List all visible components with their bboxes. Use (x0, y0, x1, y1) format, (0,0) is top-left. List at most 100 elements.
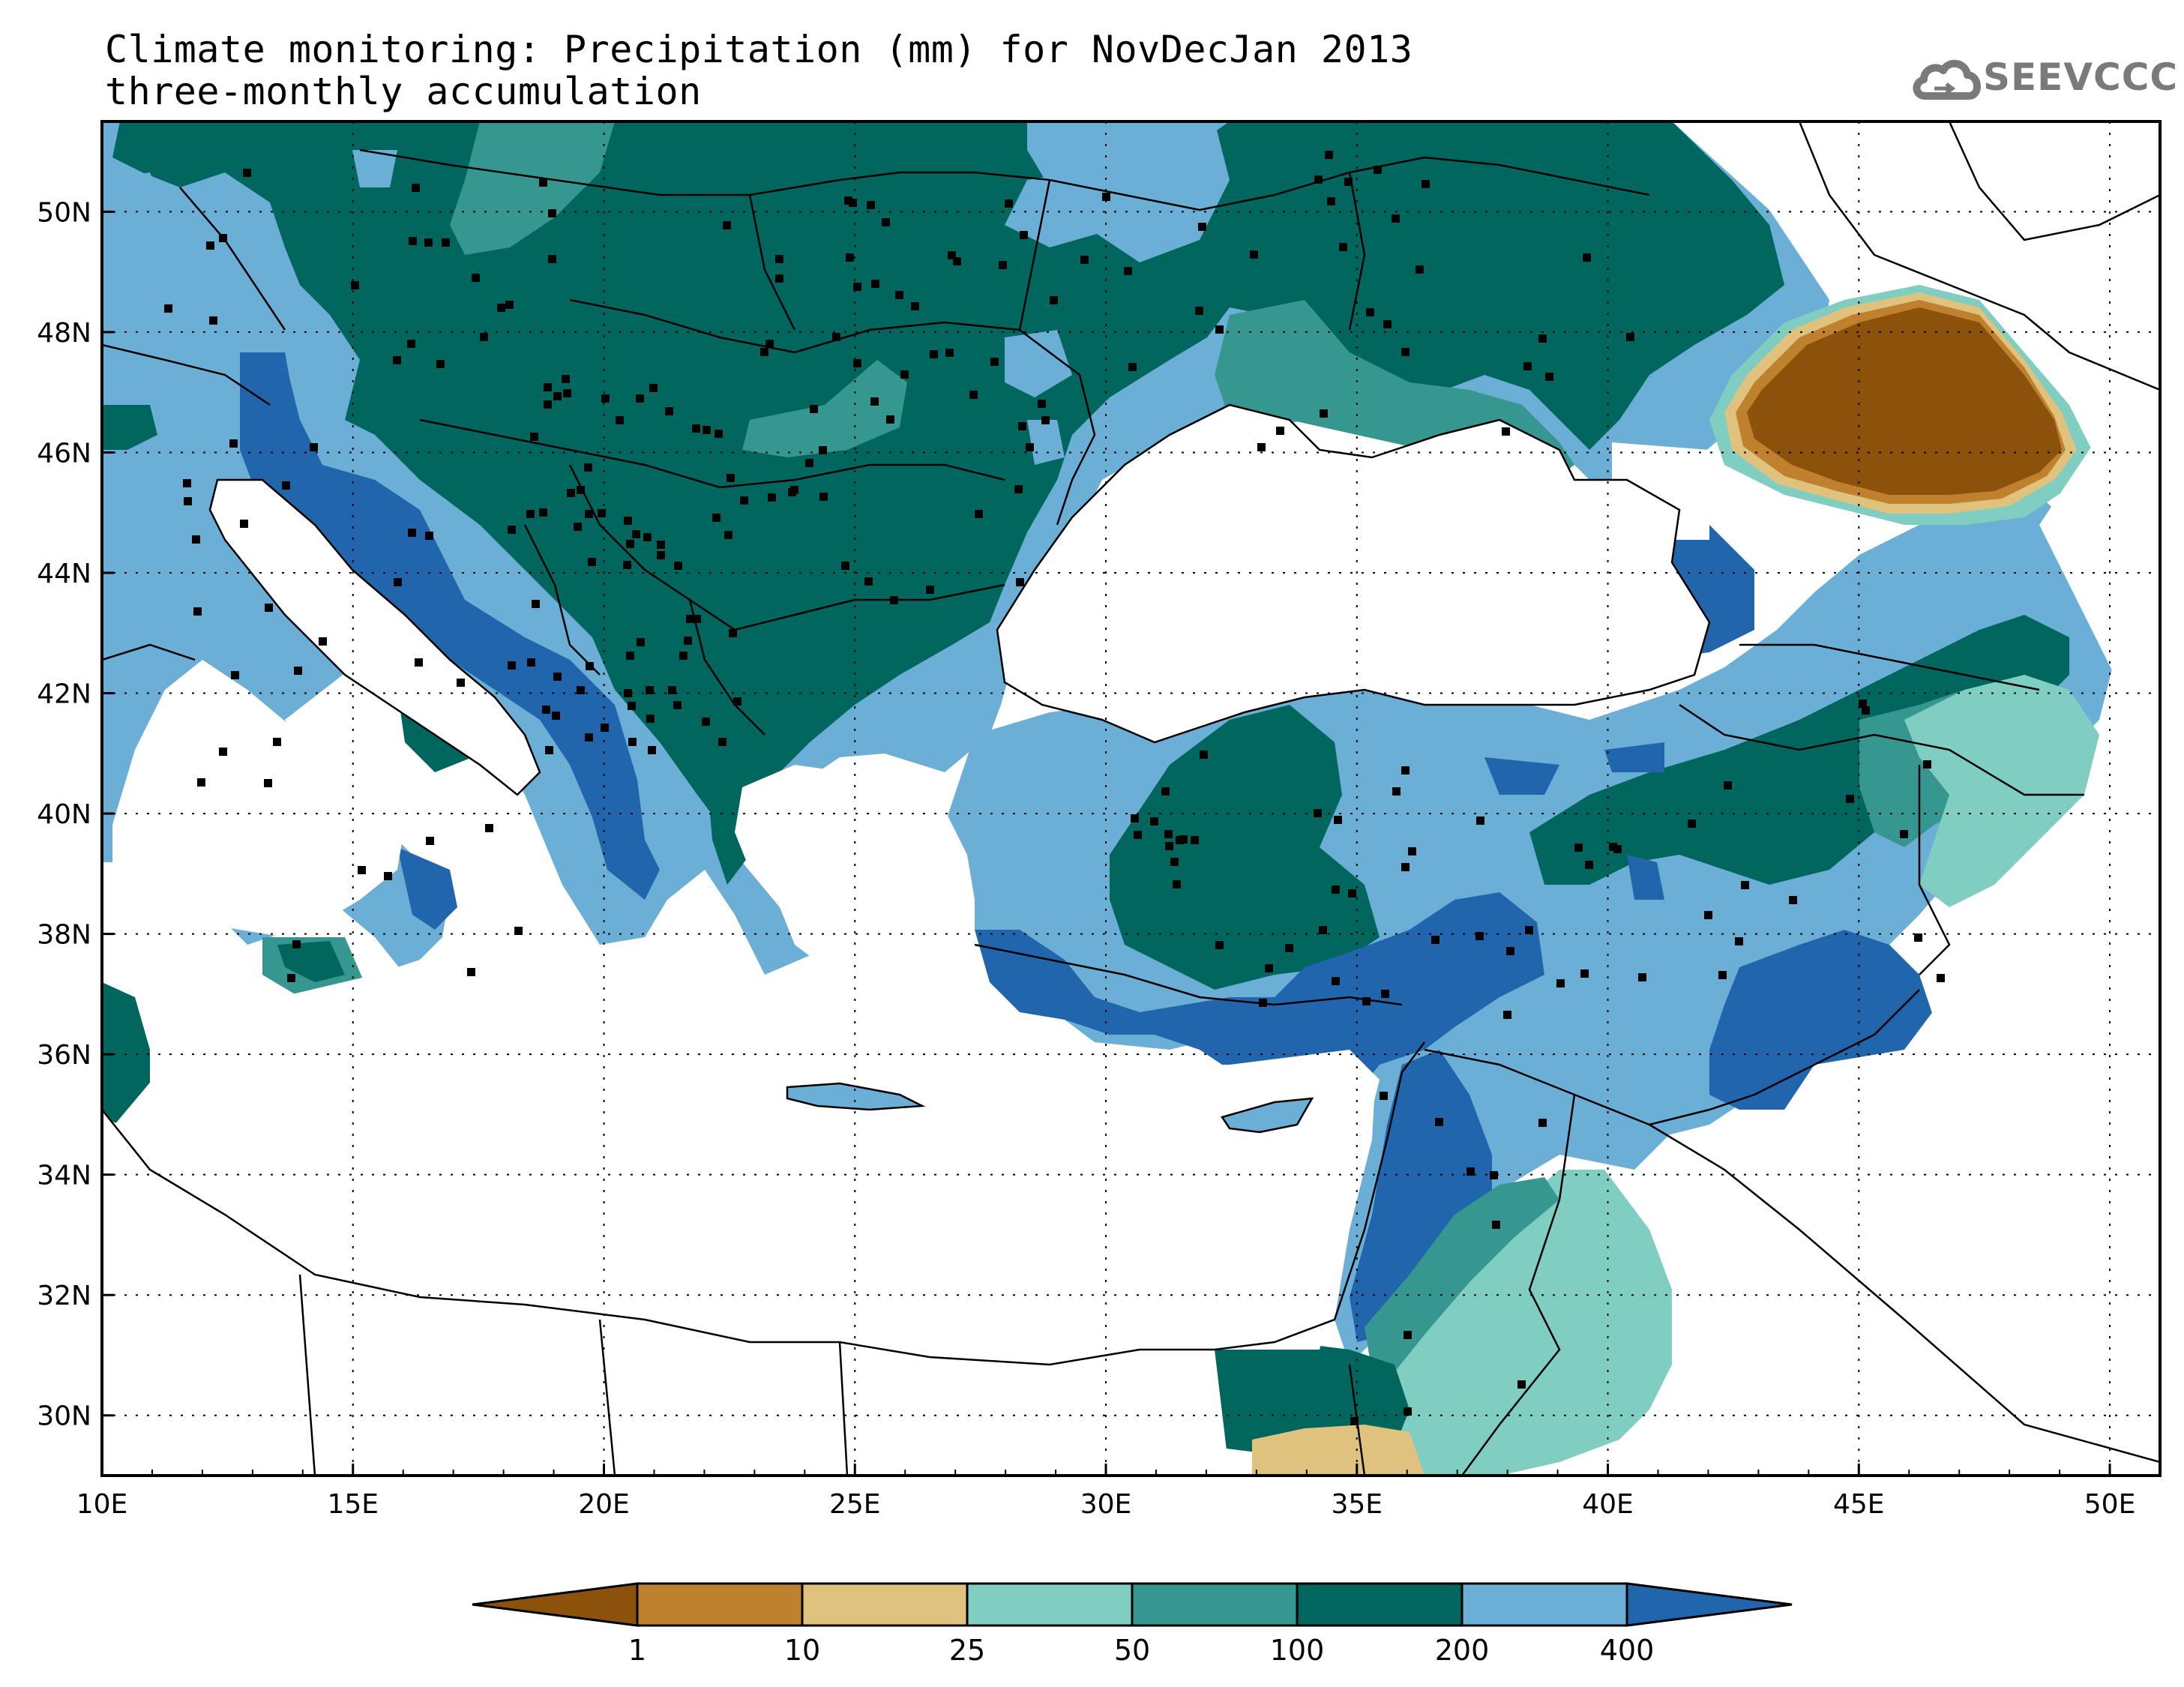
station-marker (1124, 267, 1132, 275)
station-marker (649, 384, 658, 392)
station-marker (733, 697, 741, 706)
station-marker (1041, 416, 1050, 424)
station-marker (1580, 969, 1589, 978)
station-marker (1344, 178, 1353, 186)
station-marker (679, 652, 688, 660)
station-marker (598, 509, 606, 517)
station-marker (853, 359, 861, 367)
station-marker (819, 446, 827, 454)
field-400-plus-spot1 (1484, 757, 1559, 795)
station-marker (1350, 1417, 1359, 1425)
colorbar-label: 25 (949, 1634, 985, 1667)
station-marker (1016, 578, 1024, 586)
station-marker (1191, 836, 1199, 844)
station-marker (1609, 843, 1617, 851)
station-marker (508, 661, 516, 670)
station-marker (624, 689, 632, 697)
y-tick-label: 44N (37, 559, 91, 589)
station-marker (1050, 296, 1058, 304)
station-marker (948, 251, 956, 259)
station-marker (1038, 400, 1046, 408)
station-marker (243, 169, 251, 177)
station-marker (467, 968, 475, 976)
station-marker (1862, 706, 1870, 715)
borders (102, 121, 2160, 1476)
station-marker (485, 824, 493, 832)
station-marker (1490, 1171, 1498, 1179)
station-marker (442, 238, 450, 247)
station-marker (1846, 795, 1854, 803)
field-200-400-patch4 (102, 172, 172, 270)
station-marker (1005, 199, 1013, 208)
y-tick-label: 40N (37, 799, 91, 830)
station-marker (864, 577, 873, 586)
station-marker (657, 551, 665, 559)
station-marker (457, 679, 465, 687)
station-marker (702, 718, 710, 726)
station-marker (1401, 766, 1410, 775)
station-marker (1320, 409, 1328, 418)
station-marker (628, 702, 636, 710)
x-tick-label: 25E (829, 1489, 881, 1520)
station-marker (1161, 787, 1170, 796)
station-marker (264, 779, 272, 787)
kerch-gap (1612, 442, 1709, 540)
field-200-400-patch3 (1027, 420, 1065, 465)
station-marker (637, 638, 645, 646)
x-tick-label: 30E (1080, 1489, 1132, 1520)
station-marker (1466, 1167, 1475, 1176)
station-marker (424, 238, 433, 247)
station-marker (623, 561, 631, 569)
station-marker (765, 340, 774, 348)
x-axis: 10E 15E 20E 25E 30E 35E 40E 45E 50E (76, 1464, 2161, 1520)
field-25-50-caucasus (1904, 675, 2099, 907)
station-marker (673, 701, 682, 709)
station-marker (548, 209, 556, 217)
station-marker (626, 652, 634, 660)
station-marker (436, 360, 445, 368)
station-marker (646, 715, 655, 723)
x-tick-label: 45E (1833, 1489, 1885, 1520)
station-marker (1170, 858, 1179, 866)
station-marker (1506, 947, 1514, 955)
station-marker (588, 558, 596, 566)
station-marker (1026, 443, 1034, 451)
y-tick-label: 48N (37, 318, 91, 349)
station-marker (1319, 926, 1327, 934)
station-marker (527, 658, 535, 667)
station-marker (574, 523, 582, 531)
station-marker (539, 178, 547, 187)
station-marker (900, 370, 909, 379)
map-frame (100, 120, 2162, 1477)
station-marker (760, 348, 768, 356)
station-marker (1538, 1119, 1547, 1127)
station-marker (846, 253, 854, 262)
station-marker (945, 349, 954, 357)
station-marker (624, 517, 632, 525)
station-marker (415, 658, 423, 667)
station-marker (426, 837, 434, 845)
station-marker (530, 433, 538, 441)
station-marker (1401, 348, 1410, 356)
station-marker (1380, 1092, 1388, 1100)
station-marker (532, 600, 540, 608)
station-marker (1374, 166, 1382, 174)
colorbar-label: 50 (1114, 1634, 1150, 1667)
station-marker (693, 615, 701, 623)
east-no-data (1679, 121, 2160, 1476)
station-marker (567, 489, 575, 497)
station-marker (911, 302, 919, 310)
station-marker (1332, 885, 1340, 894)
station-marker (584, 463, 592, 472)
station-marker (684, 637, 692, 645)
station-marker (926, 586, 934, 594)
station-marker (1128, 363, 1137, 371)
station-marker (1431, 936, 1440, 944)
station-marker (514, 927, 523, 935)
field-400-plus-iraq (1709, 930, 1934, 1110)
station-marker (643, 533, 652, 541)
station-marker (1325, 151, 1333, 159)
station-marker (819, 493, 828, 501)
station-marker (1131, 814, 1139, 823)
